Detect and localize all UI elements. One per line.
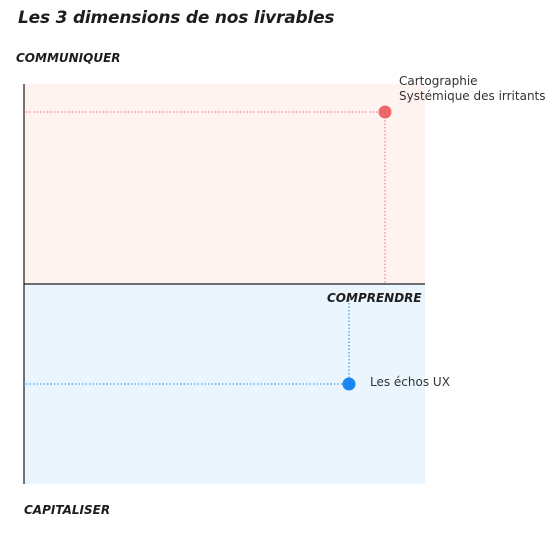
axis-label-capitaliser: CAPITALISER — [24, 503, 111, 517]
point-cartographie — [378, 105, 392, 119]
zone-capitaliser — [24, 284, 425, 484]
point-label-line: Les échos UX — [370, 375, 450, 389]
point-label-cartographie: Cartographie Systémique des irritants — [399, 74, 546, 104]
page-title: Les 3 dimensions de nos livrables — [18, 8, 335, 28]
axis-label-communiquer: COMMUNIQUER — [16, 51, 121, 65]
point-echos-ux — [342, 377, 356, 391]
zone-communiquer — [24, 84, 425, 284]
point-label-line: Cartographie — [399, 74, 478, 88]
point-label-echos-ux: Les échos UX — [370, 375, 450, 390]
axis-label-comprendre: COMPRENDRE — [327, 291, 422, 305]
point-label-line: Systémique des irritants — [399, 89, 546, 103]
